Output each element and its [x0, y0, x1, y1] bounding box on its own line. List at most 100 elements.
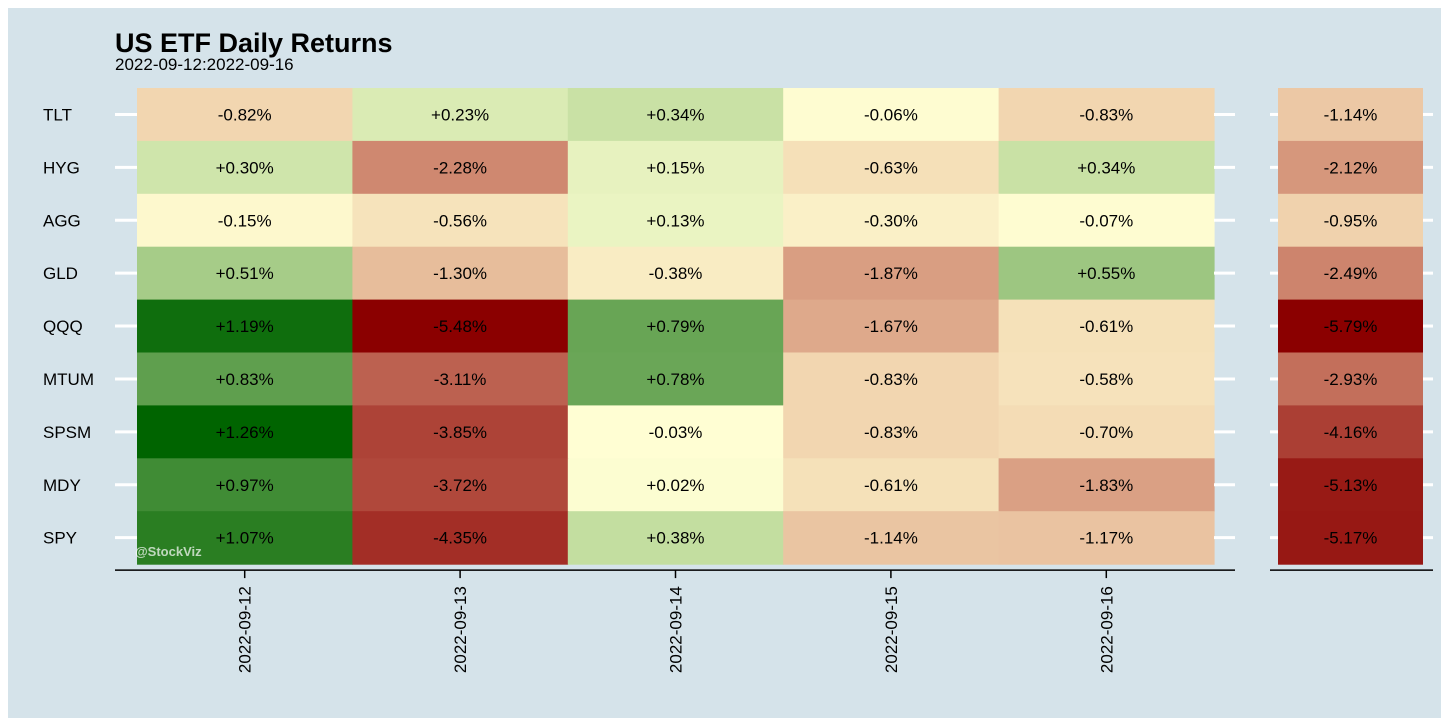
cell-value-label: +0.02%: [646, 476, 704, 495]
cell-value-label: -0.58%: [1079, 370, 1133, 389]
chart-subtitle: 2022-09-12:2022-09-16: [115, 55, 294, 74]
cell-value-label: -1.83%: [1079, 476, 1133, 495]
total-cell: [1278, 193, 1423, 248]
total-value-label: -4.16%: [1324, 423, 1378, 442]
heatmap-cell: [137, 511, 353, 565]
heatmap-cell: [567, 458, 784, 512]
cell-value-label: -2.28%: [433, 158, 487, 177]
cell-value-label: -0.30%: [864, 211, 918, 230]
heatmap-cell: [352, 352, 569, 406]
heatmap-cell: [998, 299, 1215, 354]
cell-value-label: -0.83%: [1079, 105, 1133, 124]
heatmap-cell: [567, 299, 784, 354]
total-value-label: -1.14%: [1324, 105, 1378, 124]
cell-value-label: +1.26%: [216, 423, 274, 442]
cell-value-label: +0.55%: [1077, 264, 1135, 283]
cell-value-label: -0.61%: [864, 476, 918, 495]
heatmap-cell: [137, 352, 353, 406]
row-label-spsm: SPSM: [43, 423, 91, 442]
column-labels: 2022-09-12 2022-09-13 2022-09-14 2022-09-15…: [236, 586, 1117, 673]
heatmap-cell: [783, 352, 1000, 406]
heatmap-cell: [567, 193, 784, 248]
total-value-label: -5.17%: [1324, 529, 1378, 548]
heatmap-cell: [352, 193, 569, 248]
cell-value-label: +0.23%: [431, 105, 489, 124]
total-cell: [1278, 88, 1423, 142]
heatmap-cell: [352, 88, 569, 142]
total-cell: [1278, 511, 1423, 565]
total-value-label: -2.12%: [1324, 158, 1378, 177]
heatmap-cell: [352, 140, 569, 195]
row-label-tlt: TLT: [43, 105, 72, 124]
heatmap-cell: [783, 511, 1000, 565]
total-value-label: -2.49%: [1324, 264, 1378, 283]
cell-value-label: +0.15%: [646, 158, 704, 177]
heatmap-cell: [567, 88, 784, 142]
heatmap-cell: [137, 140, 353, 195]
heatmap-cell: [137, 193, 353, 248]
row-label-agg: AGG: [43, 211, 81, 230]
column-label: 2022-09-13: [451, 586, 470, 673]
cell-value-label: -1.67%: [864, 317, 918, 336]
heatmap-cell: [567, 140, 784, 195]
cell-value-label: +0.30%: [216, 158, 274, 177]
cell-value-label: -0.61%: [1079, 317, 1133, 336]
heatmap-cell: [783, 193, 1000, 248]
heatmap-cell: [137, 88, 353, 142]
column-label: 2022-09-16: [1097, 586, 1116, 673]
cell-value-label: -1.30%: [433, 264, 487, 283]
heatmap-cell: [998, 140, 1215, 195]
row-labels: TLT HYG AGG GLD QQQ MTUM SPSM MDY SPY: [43, 105, 94, 547]
heatmap-cell: [137, 458, 353, 512]
cell-value-label: -0.82%: [218, 105, 272, 124]
heatmap-cell: [137, 405, 353, 459]
heatmap-cell: [998, 511, 1215, 565]
column-label: 2022-09-15: [882, 586, 901, 673]
cell-value-label: +1.19%: [216, 317, 274, 336]
heatmap-cell: [567, 405, 784, 459]
cell-value-label: +0.34%: [646, 105, 704, 124]
total-cell: [1278, 246, 1423, 301]
row-label-hyg: HYG: [43, 158, 80, 177]
total-value-label: -5.13%: [1324, 476, 1378, 495]
heatmap-cell: [567, 352, 784, 406]
heatmap-cell: [137, 299, 353, 354]
total-cell: [1278, 299, 1423, 354]
heatmap-cell: [998, 88, 1215, 142]
row-label-mdy: MDY: [43, 476, 81, 495]
cell-value-label: +0.83%: [216, 370, 274, 389]
cell-value-label: -0.56%: [433, 211, 487, 230]
cell-value-label: -0.38%: [649, 264, 703, 283]
heatmap-cell: [783, 299, 1000, 354]
cell-value-label: -1.87%: [864, 264, 918, 283]
cell-value-label: -3.72%: [433, 476, 487, 495]
cell-value-label: +0.38%: [646, 529, 704, 548]
row-label-qqq: QQQ: [43, 317, 83, 336]
cell-value-label: -4.35%: [433, 529, 487, 548]
heatmap-cell: [998, 405, 1215, 459]
chart-frame: US ETF Daily Returns 2022-09-12:2022-09-…: [8, 8, 1441, 718]
total-cell: [1278, 140, 1423, 195]
cell-value-label: +0.34%: [1077, 158, 1135, 177]
cell-value-label: +0.79%: [646, 317, 704, 336]
cell-value-label: -1.14%: [864, 529, 918, 548]
cell-value-label: -1.17%: [1079, 529, 1133, 548]
heatmap-cell: [567, 511, 784, 565]
heatmap-cell: [352, 246, 569, 301]
cell-value-label: +1.07%: [216, 529, 274, 548]
heatmap-cell: [783, 405, 1000, 459]
heatmap-cell: [783, 88, 1000, 142]
column-label: 2022-09-12: [236, 586, 255, 673]
total-value-label: -5.79%: [1324, 317, 1378, 336]
total-value-label: -2.93%: [1324, 370, 1378, 389]
cell-value-label: -0.03%: [649, 423, 703, 442]
heatmap-cell: [352, 299, 569, 354]
heatmap-chart: US ETF Daily Returns 2022-09-12:2022-09-…: [43, 28, 1433, 673]
row-label-spy: SPY: [43, 529, 77, 548]
heatmap-cell: [998, 458, 1215, 512]
cell-value-label: +0.97%: [216, 476, 274, 495]
row-label-mtum: MTUM: [43, 370, 94, 389]
heatmap-cell: [137, 246, 353, 301]
daily-grid: -0.82% +0.23% +0.34% -0.06% -0.83% +0.30% -2.2…: [137, 88, 1215, 565]
cell-value-label: -5.48%: [433, 317, 487, 336]
